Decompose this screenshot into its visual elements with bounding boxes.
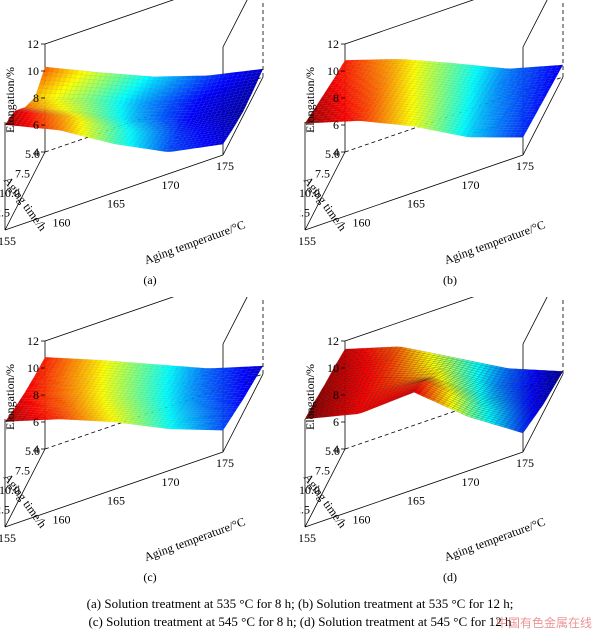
surface-facet — [218, 427, 225, 431]
x-tick-label: 160 — [53, 512, 71, 526]
right-top-edge — [222, 0, 248, 48]
left-floor-edge — [304, 151, 346, 231]
right-top-edge — [522, 297, 548, 345]
y-tick-label: 5.0 — [25, 147, 40, 161]
panel-label: (c) — [143, 570, 156, 584]
y-tick-label: 10.0 — [0, 483, 20, 497]
z-tick-label: 12 — [327, 37, 339, 51]
y-tick-label: 12.5 — [0, 206, 10, 220]
left-floor-edge — [4, 448, 46, 528]
x-tick-label: 155 — [300, 234, 316, 248]
panel-label: (a) — [143, 273, 156, 287]
z-tick-label: 12 — [27, 37, 39, 51]
surface-facet — [518, 134, 525, 138]
z-tick-label: 12 — [27, 334, 39, 348]
back-top-edge — [44, 0, 175, 45]
x-tick-label: 170 — [462, 178, 480, 192]
z-tick-label: 8 — [33, 388, 39, 402]
z-tick-label: 6 — [333, 118, 339, 132]
x-tick-label: 160 — [353, 215, 371, 229]
surface-mesh — [4, 357, 264, 431]
x-tick-label: 175 — [216, 456, 234, 470]
panel-label: (b) — [443, 273, 457, 287]
x-tick-label: 170 — [162, 178, 180, 192]
x-axis-label: Aging temperature/°C — [442, 217, 547, 267]
x-tick-label: 175 — [216, 159, 234, 173]
x-axis-label: Aging temperature/°C — [142, 217, 247, 267]
right-top-edge — [522, 0, 548, 48]
x-tick-label: 155 — [0, 234, 16, 248]
y-tick-label: 5.0 — [25, 444, 40, 458]
front-floor-edge — [4, 154, 224, 231]
z-tick-label: 4 — [33, 442, 39, 456]
z-axis-label: Elongation/% — [3, 364, 17, 430]
surface-mesh — [4, 66, 264, 152]
y-tick-label: 5.0 — [325, 147, 340, 161]
left-floor-edge — [304, 448, 346, 528]
chart-panel-c: 46810125.07.510.012.515.0155160165170175… — [0, 297, 264, 584]
axis-box — [304, 297, 564, 528]
x-tick-label: 160 — [53, 215, 71, 229]
back-top-edge — [44, 297, 175, 342]
left-floor-edge — [4, 151, 46, 231]
right-floor-edge — [222, 373, 264, 453]
front-floor-edge — [304, 154, 524, 231]
back-top-edge — [344, 297, 475, 342]
x-axis-label: Aging temperature/°C — [142, 514, 247, 564]
z-tick-label: 10 — [27, 64, 39, 78]
z-axis-label: Elongation/% — [303, 67, 317, 133]
z-tick-label: 8 — [33, 91, 39, 105]
y-tick-label: 12.5 — [300, 206, 310, 220]
back-top-edge — [344, 0, 475, 45]
y-tick-label: 7.5 — [315, 167, 330, 181]
x-tick-label: 175 — [516, 159, 534, 173]
front-floor-edge — [304, 451, 524, 528]
surface-mesh — [304, 58, 564, 138]
chart-panel-d: 46810125.07.510.012.515.0155160165170175… — [300, 297, 564, 584]
x-tick-label: 165 — [107, 494, 125, 508]
z-tick-label: 10 — [27, 361, 39, 375]
surface-mesh — [304, 346, 564, 434]
z-tick-label: 8 — [333, 91, 339, 105]
y-tick-label: 10.0 — [0, 186, 20, 200]
chart-panel-a: 46810125.07.510.012.515.0155160165170175… — [0, 0, 264, 287]
right-top-edge — [222, 297, 248, 345]
right-floor-edge — [522, 76, 564, 156]
y-tick-label: 7.5 — [15, 464, 30, 478]
z-tick-label: 4 — [333, 145, 339, 159]
right-floor-edge — [222, 76, 264, 156]
x-tick-label: 155 — [0, 531, 16, 545]
z-tick-label: 4 — [33, 145, 39, 159]
z-tick-label: 10 — [327, 64, 339, 78]
front-floor-edge — [4, 451, 224, 528]
z-tick-label: 6 — [33, 415, 39, 429]
x-tick-label: 165 — [107, 197, 125, 211]
y-tick-label: 12.5 — [0, 503, 10, 517]
x-tick-label: 165 — [407, 197, 425, 211]
z-axis-label: Elongation/% — [3, 67, 17, 133]
x-tick-label: 170 — [162, 475, 180, 489]
chart-panel-b: 46810125.07.510.012.515.0155160165170175… — [300, 0, 564, 287]
right-floor-edge — [522, 373, 564, 453]
surface-facet — [217, 141, 225, 146]
z-tick-label: 6 — [33, 118, 39, 132]
y-tick-label: 7.5 — [15, 167, 30, 181]
y-tick-label: 10.0 — [300, 186, 320, 200]
